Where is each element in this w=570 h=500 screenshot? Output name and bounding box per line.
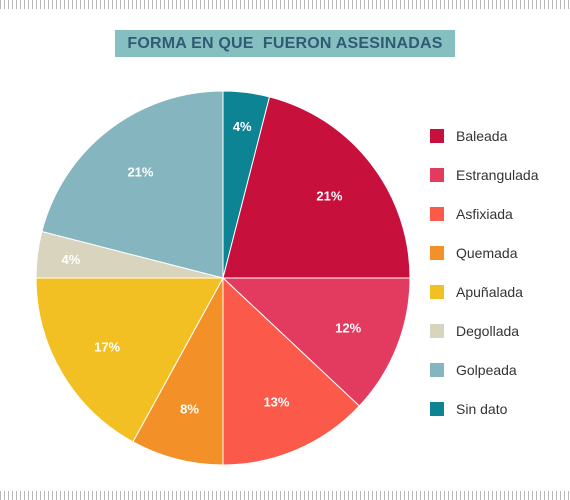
legend-label: Quemada xyxy=(456,245,518,261)
legend-swatch xyxy=(430,129,444,143)
legend-item: Quemada xyxy=(430,244,539,283)
legend-label: Asfixiada xyxy=(456,206,513,222)
pie-slice-label: 17% xyxy=(94,340,120,355)
legend-swatch xyxy=(430,324,444,338)
pie-slice-quemada xyxy=(132,277,224,466)
legend-item: Asfixiada xyxy=(430,205,539,244)
legend-swatch xyxy=(430,168,444,182)
legend-item: Baleada xyxy=(430,127,539,166)
legend-label: Estrangulada xyxy=(456,167,539,183)
legend-label: Baleada xyxy=(456,128,508,144)
legend-swatch xyxy=(430,285,444,299)
pie-slice-label: 21% xyxy=(316,188,342,203)
pie-slice-asfixiada xyxy=(222,276,361,466)
pie-slice-apu-alada xyxy=(35,277,224,443)
pie-slice-label: 4% xyxy=(61,252,80,267)
pie-slices xyxy=(35,90,411,466)
legend-item: Degollada xyxy=(430,322,539,361)
bottom-stripe-border xyxy=(0,491,570,500)
pie-slice-estrangulada xyxy=(221,277,411,407)
chart-title: FORMA EN QUE FUERON ASESINADAS xyxy=(115,30,455,57)
top-stripe-border xyxy=(0,0,570,9)
legend-label: Apuñalada xyxy=(456,284,523,300)
legend-item: Apuñalada xyxy=(430,283,539,322)
legend-swatch xyxy=(430,363,444,377)
legend-label: Golpeada xyxy=(456,362,517,378)
legend-swatch xyxy=(430,207,444,221)
legend-label: Degollada xyxy=(456,323,520,339)
legend-label: Sin dato xyxy=(456,401,508,417)
legend-item: Sin dato xyxy=(430,400,539,439)
pie-slice-golpeada xyxy=(41,90,224,279)
pie-slice-label: 12% xyxy=(335,321,361,336)
legend-swatch xyxy=(430,246,444,260)
pie-slice-labels: 4% 21% 12% 13% 8% 17% 4% 21% xyxy=(61,119,361,417)
pie-slice-label: 4% xyxy=(233,119,252,134)
pie-slice-baleada xyxy=(222,96,411,279)
pie-slice-label: 13% xyxy=(263,395,289,410)
chart-legend: Baleada Estrangulada Asfixiada Quemada Apuña… xyxy=(430,127,539,439)
legend-item: Estrangulada xyxy=(430,166,539,205)
pie-slice-label: 8% xyxy=(180,401,199,416)
legend-item: Golpeada xyxy=(430,361,539,400)
legend-swatch xyxy=(430,402,444,416)
pie-slice-label: 21% xyxy=(127,165,153,180)
